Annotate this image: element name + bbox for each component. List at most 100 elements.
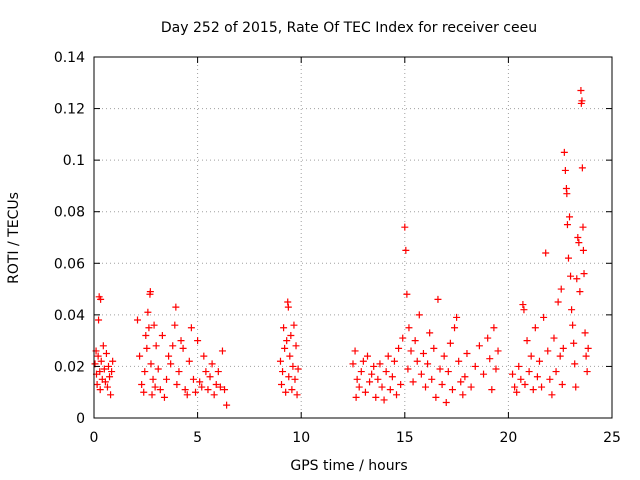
- data-point: [144, 308, 152, 316]
- data-point: [444, 368, 452, 376]
- data-point: [158, 331, 166, 339]
- data-point: [372, 393, 380, 401]
- data-point: [566, 213, 574, 221]
- data-point: [552, 368, 560, 376]
- data-point: [368, 370, 376, 378]
- data-point: [448, 386, 456, 394]
- data-point: [544, 347, 552, 355]
- data-point: [189, 375, 197, 383]
- data-point: [100, 365, 108, 373]
- data-point: [281, 344, 289, 352]
- data-point: [136, 352, 144, 360]
- data-point: [278, 380, 286, 388]
- data-point: [288, 386, 296, 394]
- data-point: [169, 342, 177, 350]
- data-point: [467, 383, 475, 391]
- tick-labels: 0 5 10 15 20 25 0 0.02 0.04 0.06 0.08 0.1 0.12 0.14: [54, 50, 621, 446]
- y-axis-label: ROTI / TECUs: [6, 192, 22, 284]
- data-point: [353, 375, 361, 383]
- data-point: [141, 368, 149, 376]
- data-point: [455, 357, 463, 365]
- data-point: [147, 360, 155, 368]
- data-point: [494, 347, 502, 355]
- data-point: [376, 360, 384, 368]
- data-point: [206, 373, 214, 381]
- data-point: [210, 391, 218, 399]
- x-tick-label: 25: [603, 430, 621, 446]
- data-point: [568, 306, 576, 314]
- data-point: [426, 329, 434, 337]
- data-point: [430, 344, 438, 352]
- data-point: [579, 246, 587, 254]
- data-point: [521, 380, 529, 388]
- data-point: [218, 347, 226, 355]
- data-point: [216, 383, 224, 391]
- data-point: [187, 324, 195, 332]
- data-point: [440, 352, 448, 360]
- data-point: [384, 352, 392, 360]
- data-point: [173, 380, 181, 388]
- data-point: [143, 344, 151, 352]
- data-point: [149, 375, 157, 383]
- data-point: [580, 270, 588, 278]
- data-point: [208, 360, 216, 368]
- data-point: [142, 331, 150, 339]
- x-tick-label: 15: [396, 430, 414, 446]
- data-point: [108, 368, 116, 376]
- data-point: [185, 357, 193, 365]
- data-point: [571, 360, 579, 368]
- data-point: [276, 357, 284, 365]
- data-point: [380, 396, 388, 404]
- data-point: [402, 246, 410, 254]
- data-point: [407, 347, 415, 355]
- data-point: [160, 393, 168, 401]
- data-point: [475, 342, 483, 350]
- data-point: [525, 368, 533, 376]
- y-tick-label: 0.1: [63, 153, 85, 169]
- data-point: [291, 375, 299, 383]
- data-point: [179, 344, 187, 352]
- data-point: [584, 344, 592, 352]
- data-point: [102, 350, 110, 358]
- data-point: [140, 388, 148, 396]
- data-point: [103, 383, 111, 391]
- data-point: [509, 370, 517, 378]
- data-point: [165, 352, 173, 360]
- data-point: [146, 288, 154, 296]
- data-point: [576, 288, 584, 296]
- data-point: [171, 321, 179, 329]
- data-point: [134, 316, 142, 324]
- data-point: [564, 254, 572, 262]
- data-point: [196, 378, 204, 386]
- data-point: [349, 360, 357, 368]
- x-tick-label: 0: [90, 430, 99, 446]
- data-point: [167, 360, 175, 368]
- data-point: [151, 383, 159, 391]
- data-point: [574, 234, 582, 241]
- data-point: [542, 249, 550, 257]
- data-point: [428, 375, 436, 383]
- data-point: [511, 383, 519, 391]
- data-point: [548, 391, 556, 399]
- data-point: [554, 298, 562, 306]
- data-point: [352, 393, 360, 401]
- data-point: [471, 362, 479, 370]
- data-point: [292, 342, 300, 350]
- data-point: [386, 386, 394, 394]
- data-point: [486, 355, 494, 363]
- data-point: [204, 386, 212, 394]
- data-point: [569, 321, 577, 329]
- x-tick-label: 10: [292, 430, 310, 446]
- data-point: [96, 368, 104, 376]
- data-point: [531, 324, 539, 332]
- data-point: [453, 313, 461, 321]
- data-point: [390, 357, 398, 365]
- data-point: [198, 383, 206, 391]
- data-point: [434, 295, 442, 303]
- data-point: [578, 164, 586, 172]
- data-point: [287, 331, 295, 339]
- data-point: [374, 375, 382, 383]
- data-point: [172, 303, 180, 311]
- data-point: [422, 383, 430, 391]
- data-point: [533, 373, 541, 381]
